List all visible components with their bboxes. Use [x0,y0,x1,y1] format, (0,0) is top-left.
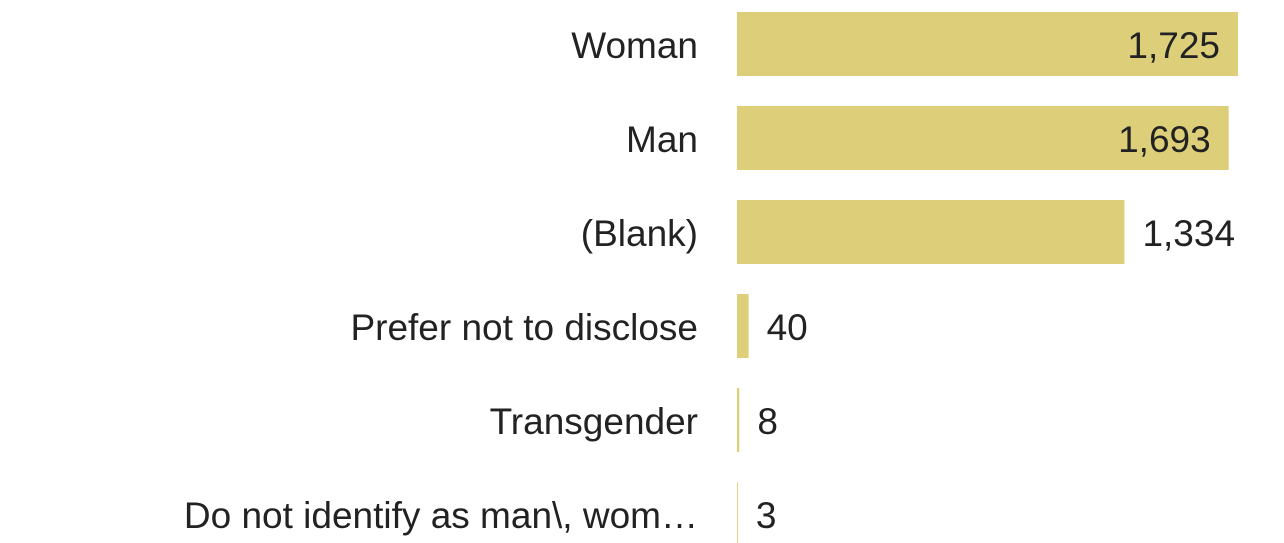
category-label: Man [626,119,698,160]
data-label: 3 [756,495,777,536]
category-label: Do not identify as man\, wom… [184,495,698,536]
data-label: 1,693 [1118,119,1211,160]
bar [737,482,738,543]
bar [737,294,749,358]
category-label: (Blank) [581,213,698,254]
bar [737,200,1125,264]
data-label: 1,725 [1127,25,1220,66]
bar [737,388,740,452]
category-label: Prefer not to disclose [350,307,698,348]
data-label: 1,334 [1142,213,1235,254]
bar [737,106,1229,170]
bar [737,12,1238,76]
data-label: 40 [767,307,808,348]
category-label: Transgender [490,401,698,442]
data-label: 8 [757,401,778,442]
category-label: Woman [571,25,698,66]
